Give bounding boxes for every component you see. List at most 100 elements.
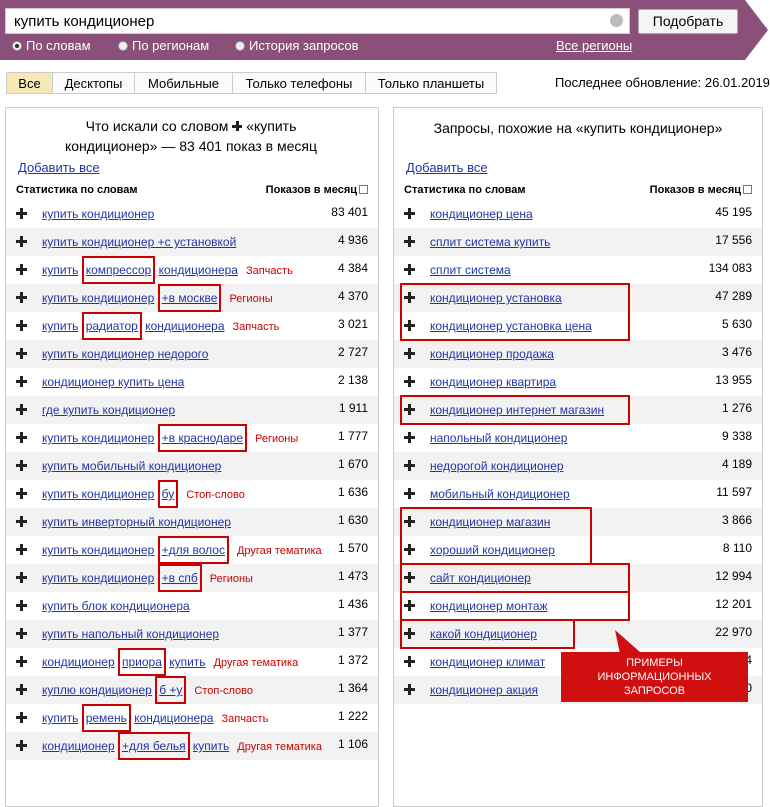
add-button[interactable] xyxy=(404,628,415,639)
phrase-link-boxed[interactable]: +для волос xyxy=(157,536,229,564)
add-button[interactable] xyxy=(404,544,415,555)
add-button[interactable] xyxy=(404,348,415,359)
radio-label[interactable]: История запросов xyxy=(249,38,359,53)
add-button[interactable] xyxy=(16,460,27,471)
phrase-link-boxed[interactable]: +в москве xyxy=(157,284,222,312)
phrase-link-boxed[interactable]: приора xyxy=(117,648,166,676)
phrase-link[interactable]: мобильный кондиционер xyxy=(430,487,570,501)
add-button[interactable] xyxy=(404,236,415,247)
phrase-link[interactable]: купить кондиционер недорого xyxy=(42,347,209,361)
phrase-link[interactable]: кондиционер установка xyxy=(430,291,562,305)
phrase-link-boxed[interactable]: б +у xyxy=(155,676,187,704)
phrase-link[interactable]: какой кондиционер xyxy=(430,627,537,641)
add-button[interactable] xyxy=(16,292,27,303)
tab[interactable]: Все xyxy=(6,72,53,94)
phrase-link[interactable]: куплю кондиционер xyxy=(42,683,152,697)
phrase-link[interactable]: кондиционер интернет магазин xyxy=(430,403,605,417)
add-button[interactable] xyxy=(404,404,415,415)
phrase-link[interactable]: кондиционер xyxy=(42,655,115,669)
phrase-link-boxed[interactable]: ремень xyxy=(81,704,131,732)
add-button[interactable] xyxy=(16,432,27,443)
help-icon[interactable] xyxy=(359,185,368,194)
add-button[interactable] xyxy=(404,264,415,275)
add-button[interactable] xyxy=(16,404,27,415)
radio-dot[interactable] xyxy=(235,41,245,51)
phrase-link-boxed[interactable]: +для белья xyxy=(117,732,190,760)
add-button[interactable] xyxy=(404,572,415,583)
phrase-link[interactable]: купить xyxy=(42,319,79,333)
phrase-link[interactable]: кондиционера xyxy=(158,263,238,277)
phrase-link[interactable]: купить кондиционер xyxy=(42,487,155,501)
add-button[interactable] xyxy=(404,460,415,471)
add-button[interactable] xyxy=(404,320,415,331)
tab[interactable]: Мобильные xyxy=(134,72,233,94)
add-button[interactable] xyxy=(404,488,415,499)
add-all[interactable]: Добавить все xyxy=(18,160,100,175)
search-input[interactable]: купить кондиционер xyxy=(5,8,630,34)
phrase-link-boxed[interactable]: радиатор xyxy=(81,312,142,340)
radio-dot[interactable] xyxy=(12,41,22,51)
help-icon[interactable] xyxy=(743,185,752,194)
clear-icon[interactable] xyxy=(610,14,623,27)
add-button[interactable] xyxy=(16,348,27,359)
phrase-link[interactable]: кондиционер купить цена xyxy=(42,375,185,389)
phrase-link[interactable]: сплит система купить xyxy=(430,235,551,249)
phrase-link[interactable]: купить мобильный кондиционер xyxy=(42,459,222,473)
phrase-link[interactable]: кондиционер цена xyxy=(430,207,533,221)
add-button[interactable] xyxy=(16,572,27,583)
add-button[interactable] xyxy=(16,656,27,667)
phrase-link[interactable]: купить xyxy=(42,711,79,725)
phrase-link[interactable]: кондиционер квартира xyxy=(430,375,557,389)
mode-radio[interactable]: По регионам xyxy=(118,38,209,54)
phrase-link[interactable]: кондиционер продажа xyxy=(430,347,554,361)
add-button[interactable] xyxy=(16,712,27,723)
add-button[interactable] xyxy=(16,684,27,695)
phrase-link[interactable]: купить xyxy=(192,739,230,753)
add-button[interactable] xyxy=(404,656,415,667)
tab[interactable]: Только планшеты xyxy=(365,72,497,94)
tab[interactable]: Десктопы xyxy=(52,72,135,94)
phrase-link[interactable]: купить напольный кондиционер xyxy=(42,627,220,641)
phrase-link[interactable]: хороший кондиционер xyxy=(430,543,555,557)
phrase-link[interactable]: купить кондиционер xyxy=(42,543,155,557)
radio-label[interactable]: По словам xyxy=(26,38,91,53)
phrase-link-boxed[interactable]: компрессор xyxy=(81,256,156,284)
phrase-link[interactable]: купить инверторный кондиционер xyxy=(42,515,231,529)
phrase-link[interactable]: где купить кондиционер xyxy=(42,403,176,417)
phrase-link[interactable]: сайт кондиционер xyxy=(430,571,531,585)
phrase-link[interactable]: купить блок кондиционера xyxy=(42,599,190,613)
phrase-link[interactable]: кондиционера xyxy=(134,711,214,725)
phrase-link[interactable]: купить кондиционер xyxy=(42,207,155,221)
add-button[interactable] xyxy=(16,320,27,331)
phrase-link[interactable]: кондиционера xyxy=(145,319,225,333)
phrase-link[interactable]: кондиционер монтаж xyxy=(430,599,548,613)
phrase-link[interactable]: купить xyxy=(42,263,79,277)
search-button[interactable]: Подобрать xyxy=(638,9,738,34)
add-button[interactable] xyxy=(16,488,27,499)
add-button[interactable] xyxy=(16,516,27,527)
phrase-link-boxed[interactable]: +в спб xyxy=(157,564,202,592)
phrase-link[interactable]: кондиционер климат xyxy=(430,655,546,669)
add-button[interactable] xyxy=(404,684,415,695)
add-button[interactable] xyxy=(16,740,27,751)
add-button[interactable] xyxy=(16,628,27,639)
phrase-link[interactable]: кондиционер магазин xyxy=(430,515,551,529)
radio-label[interactable]: По регионам xyxy=(132,38,210,53)
phrase-link[interactable]: купить xyxy=(169,655,206,669)
add-button[interactable] xyxy=(404,600,415,611)
add-all[interactable]: Добавить все xyxy=(406,160,488,175)
add-button[interactable] xyxy=(404,208,415,219)
phrase-link[interactable]: кондиционер установка цена xyxy=(430,319,592,333)
add-button[interactable] xyxy=(16,544,27,555)
add-button[interactable] xyxy=(404,432,415,443)
phrase-link[interactable]: купить кондиционер xyxy=(42,571,155,585)
add-button[interactable] xyxy=(404,516,415,527)
phrase-link[interactable]: купить кондиционер xyxy=(42,291,155,305)
phrase-link[interactable]: напольный кондиционер xyxy=(430,431,568,445)
phrase-link[interactable]: кондиционер акция xyxy=(430,683,538,697)
phrase-link[interactable]: недорогой кондиционер xyxy=(430,459,564,473)
tab[interactable]: Только телефоны xyxy=(232,72,366,94)
mode-radio[interactable]: История запросов xyxy=(235,38,359,54)
add-button[interactable] xyxy=(16,600,27,611)
add-button[interactable] xyxy=(404,376,415,387)
